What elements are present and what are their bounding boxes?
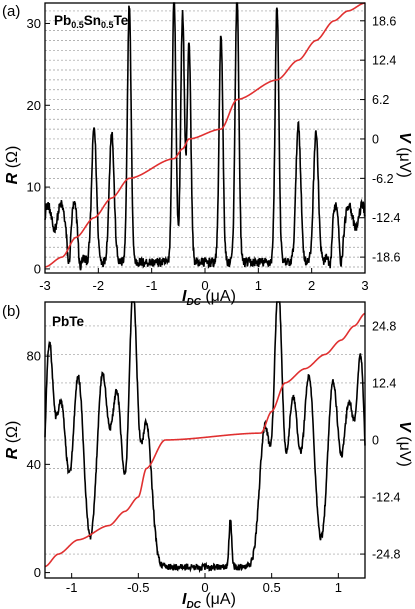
material-label-b: PbTe bbox=[52, 314, 84, 329]
x-tick-label-a-3: 0 bbox=[201, 278, 208, 293]
x-tick-label-a-4: 1 bbox=[255, 278, 262, 293]
right-tick-label-a-1: 12.4 bbox=[372, 54, 396, 68]
resistance-line-b bbox=[44, 301, 366, 574]
panel-b: (b) -1 -0.5 0 0.5 1 0 40 80 24.8 12.4 0 -12.4 -24.… bbox=[2, 301, 413, 609]
series-resistance-b bbox=[44, 301, 366, 574]
x-tick-label-a-6: 3 bbox=[361, 278, 368, 293]
grid-lines-a bbox=[45, 10, 365, 268]
x-tick-label-a-2: -1 bbox=[146, 278, 158, 293]
right-tick-label-b-0: 24.8 bbox=[372, 319, 396, 333]
left-tick-label-b-0: 0 bbox=[34, 565, 41, 580]
right-axis-ticks-a: 18.6 12.4 6.2 0 -6.2 -12.4 -18.6 bbox=[360, 14, 401, 265]
right-tick-label-b-1: 12.4 bbox=[372, 376, 396, 390]
right-tick-label-a-3: 0 bbox=[372, 132, 379, 146]
x-tick-label-a-0: -3 bbox=[39, 278, 51, 293]
right-tick-label-b-3: -12.4 bbox=[372, 491, 401, 505]
right-tick-label-a-5: -12.4 bbox=[372, 211, 401, 225]
x-axis-label-a: IDC (μA) bbox=[182, 288, 236, 308]
material-label-a: Pb0.5Sn0.5Te bbox=[54, 13, 129, 30]
series-resistance-a bbox=[44, 2, 366, 271]
x-tick-label-a-5: 2 bbox=[308, 278, 315, 293]
right-tick-label-a-6: -18.6 bbox=[372, 251, 401, 265]
left-tick-label-a-0: 0 bbox=[34, 261, 41, 276]
left-tick-label-a-1: 10 bbox=[27, 180, 41, 195]
right-tick-label-b-2: 0 bbox=[372, 434, 379, 448]
y-axis-label-left-a: R (Ω) bbox=[4, 146, 21, 185]
y-axis-label-right-b: V (μV) bbox=[396, 421, 413, 467]
right-tick-label-b-4: -24.8 bbox=[372, 548, 401, 562]
x-tick-label-b-4: 1 bbox=[335, 580, 342, 595]
y-axis-label-left-b: R (Ω) bbox=[4, 421, 21, 460]
series-voltage-b bbox=[44, 312, 366, 568]
left-tick-label-a-2: 20 bbox=[27, 98, 41, 113]
series-voltage-a bbox=[44, 2, 366, 268]
panel-a: (a) -3 -2 -1 0 1 2 3 0 10 20 30 18.6 12.4 6.2 0 -6.2 -… bbox=[2, 2, 413, 308]
x-axis-ticks-a: -3 -2 -1 0 1 2 3 bbox=[39, 268, 369, 293]
y-axis-label-right-a: V (μV) bbox=[396, 132, 413, 178]
x-axis-ticks-b: -1 -0.5 0 0.5 1 bbox=[66, 573, 342, 595]
x-tick-label-a-1: -2 bbox=[93, 278, 105, 293]
right-axis-ticks-b: 24.8 12.4 0 -12.4 -24.8 bbox=[360, 319, 401, 562]
resistance-line-a bbox=[44, 2, 366, 271]
x-tick-label-b-3: 0.5 bbox=[263, 580, 281, 595]
x-tick-label-b-2: 0 bbox=[201, 580, 208, 595]
x-tick-label-b-1: -0.5 bbox=[127, 580, 149, 595]
voltage-line-b bbox=[44, 312, 366, 568]
x-tick-label-b-0: -1 bbox=[66, 580, 78, 595]
voltage-line-a bbox=[44, 2, 366, 268]
left-tick-label-a-3: 30 bbox=[27, 16, 41, 31]
left-tick-label-b-2: 80 bbox=[27, 349, 41, 364]
left-axis-ticks-a: 0 10 20 30 bbox=[27, 16, 50, 276]
right-tick-label-a-4: -6.2 bbox=[372, 172, 394, 186]
panel-label-a: (a) bbox=[2, 3, 20, 20]
right-tick-label-a-0: 18.6 bbox=[372, 14, 396, 28]
right-tick-label-a-2: 6.2 bbox=[372, 93, 389, 107]
panel-label-b: (b) bbox=[2, 303, 20, 320]
x-axis-label-b: IDC (μA) bbox=[182, 591, 236, 609]
left-axis-ticks-b: 0 40 80 bbox=[27, 349, 50, 580]
left-tick-label-b-1: 40 bbox=[27, 457, 41, 472]
